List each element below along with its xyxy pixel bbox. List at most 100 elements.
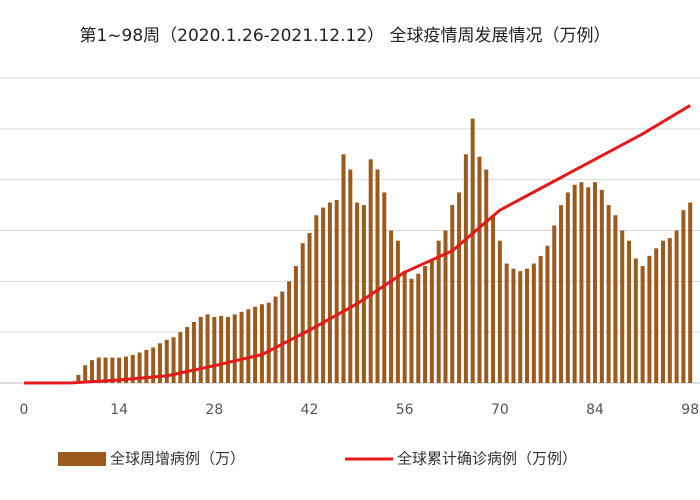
bar [688,202,693,383]
bar [239,311,244,383]
bar [497,240,502,383]
bar [640,266,645,383]
bar [307,233,312,383]
bar [606,205,611,383]
bar [382,192,387,383]
bar [518,271,523,383]
bar [198,316,203,383]
bar [593,182,598,383]
bar [552,225,557,383]
bar [565,192,570,383]
bar [484,169,489,383]
x-tick-label: 28 [205,402,223,418]
bar [348,169,353,383]
bar [212,316,217,383]
bar [110,357,115,383]
bar [334,200,339,383]
bar [266,302,271,383]
bar [137,352,142,383]
bar [361,205,366,383]
x-tick-label: 14 [110,402,128,418]
bar [579,182,584,383]
line [23,104,691,385]
bar [491,215,496,383]
bar [416,273,421,383]
bar [599,189,604,383]
x-tick-label: 42 [301,402,319,418]
bar [545,245,550,383]
bar [96,357,101,383]
bar [151,347,156,383]
bar [511,268,516,383]
bar [450,205,455,383]
legend-swatch [58,452,106,466]
bar [531,263,536,383]
bar [423,266,428,383]
legend-label: 全球周增病例（万） [110,450,245,468]
bar [463,154,468,383]
bar [409,278,414,383]
bar [429,261,434,383]
bar [355,202,360,383]
bar [225,316,230,383]
bar [157,343,162,383]
bar [171,337,176,383]
bar [613,215,618,383]
x-tick-label: 70 [491,402,509,418]
bar [654,248,659,383]
bar [627,240,632,383]
bar [661,240,666,383]
bar [389,230,394,383]
bar [130,355,135,383]
bar [674,230,679,383]
bar [470,118,475,384]
bar [402,271,407,383]
bar [681,210,686,383]
bar [572,184,577,383]
bar [667,238,672,383]
bar [185,327,190,383]
bar [620,230,625,383]
bar [300,243,305,383]
bar [375,169,380,383]
bar [117,357,122,383]
bar [327,202,332,383]
bar [504,263,509,383]
x-tick-label: 98 [681,402,699,418]
bar [280,291,285,383]
bar [538,255,543,383]
bar [103,357,108,383]
bar [477,156,482,383]
x-tick-label: 56 [396,402,414,418]
bar [457,192,462,383]
bar [178,332,183,383]
bar [314,215,319,383]
bar [191,322,196,383]
bar [586,187,591,383]
bar [647,255,652,383]
bar [259,304,264,383]
bar [273,296,278,383]
bar [395,240,400,383]
bar [219,315,224,383]
bar [83,365,88,383]
x-tick-label: 84 [586,402,604,418]
bar [205,314,210,383]
chart-title: 第1~98周（2020.1.26-2021.12.12） 全球疫情周发展情况（万… [79,26,610,46]
bar [559,205,564,383]
legend-label: 全球累计确诊病例（万例） [397,450,577,468]
x-tick-label: 0 [20,402,29,418]
bar [246,309,251,383]
bar [293,266,298,383]
bar [144,349,149,383]
bar [436,240,441,383]
bar [368,159,373,383]
bar [76,374,81,383]
bar [443,230,448,383]
bar [232,314,237,383]
bar [525,268,530,383]
bar [123,356,128,383]
bar [341,154,346,383]
bar [89,360,94,383]
